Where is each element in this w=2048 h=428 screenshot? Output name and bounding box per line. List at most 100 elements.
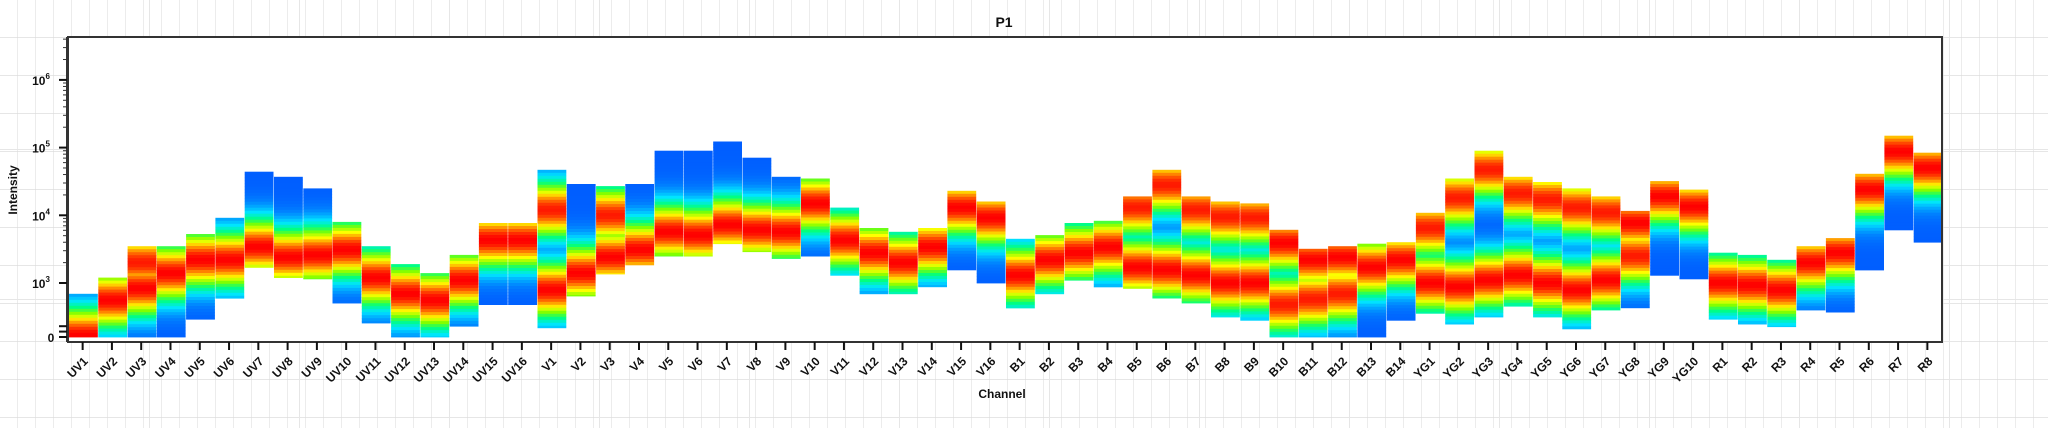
density-cell [859, 267, 889, 271]
density-cell [888, 291, 918, 295]
density-cell [742, 232, 772, 237]
density-cell [1562, 248, 1592, 252]
density-cell [742, 178, 772, 183]
density-cell [1152, 280, 1182, 285]
density-cell [1708, 300, 1738, 305]
density-cell [1445, 229, 1474, 233]
density-cell [683, 168, 713, 173]
density-cell [1123, 223, 1152, 227]
density-cell [596, 261, 625, 265]
density-cell [1533, 188, 1562, 192]
density-cell [1796, 261, 1826, 265]
density-cell [1855, 227, 1884, 232]
density-cell [1474, 216, 1504, 221]
density-cell [1269, 283, 1299, 288]
density-cell [127, 312, 157, 316]
density-cell [420, 273, 450, 277]
density-cell [156, 327, 186, 331]
density-cell [1591, 289, 1621, 293]
density-cell [391, 324, 420, 328]
density-column-UV9 [303, 188, 333, 280]
density-cell [830, 228, 860, 232]
density-cell [683, 228, 713, 233]
density-cell [361, 258, 391, 262]
density-cell [274, 212, 303, 217]
density-cell [1884, 219, 1914, 224]
density-cell [1152, 253, 1182, 258]
density-cell [771, 215, 801, 220]
density-cell [537, 247, 567, 252]
density-cell [186, 273, 215, 277]
density-cell [1708, 303, 1738, 308]
density-cell [1474, 156, 1504, 161]
density-cell [1738, 302, 1767, 307]
density-cell [1708, 279, 1738, 284]
density-cell [713, 192, 742, 196]
density-cell [976, 279, 1006, 283]
density-cell [1006, 301, 1035, 306]
density-cell [1181, 268, 1211, 272]
density-cell [391, 294, 420, 298]
density-cell [1562, 257, 1592, 261]
density-cell [1620, 240, 1650, 245]
density-cell [1445, 304, 1474, 308]
density-cell [127, 306, 157, 310]
density-cell [683, 231, 713, 236]
density-cell [537, 307, 567, 312]
density-cell [801, 244, 830, 248]
density-cell [1152, 289, 1182, 294]
density-cell [713, 174, 742, 178]
density-cell [1211, 261, 1240, 265]
density-cell [1708, 297, 1738, 302]
density-cell [1767, 316, 1797, 321]
density-cell [1679, 204, 1709, 208]
y-tick-exponent: 4 [45, 207, 50, 216]
density-cell [1913, 215, 1943, 220]
density-cell [1533, 308, 1562, 312]
density-cell [361, 291, 391, 295]
density-cell [1913, 227, 1943, 232]
density-cell [947, 268, 977, 271]
density-cell [1474, 246, 1504, 251]
density-cell [537, 313, 567, 318]
density-cell [683, 165, 713, 170]
density-cell [713, 186, 742, 190]
density-cell [1474, 180, 1504, 185]
density-cell [742, 181, 772, 186]
density-cell [1269, 262, 1299, 267]
density-cell [1269, 292, 1299, 297]
density-cell [1913, 182, 1943, 187]
density-cell [361, 282, 391, 286]
density-cell [1152, 175, 1182, 180]
density-cell [361, 276, 391, 280]
density-cell [1269, 250, 1299, 255]
density-cell [1181, 202, 1211, 206]
density-cell [1240, 269, 1270, 273]
density-cell [596, 252, 625, 256]
density-cell [1533, 182, 1562, 186]
density-cell [478, 268, 508, 272]
density-cell [1738, 269, 1767, 274]
density-cell [1533, 233, 1562, 237]
density-cell [1328, 264, 1357, 268]
density-cell [274, 185, 303, 190]
density-cell [1796, 276, 1826, 280]
density-cell [1825, 286, 1855, 290]
density-cell [1825, 307, 1855, 311]
density-cell [596, 225, 625, 229]
x-tick-label: YG8 [1616, 354, 1643, 381]
density-cell [244, 228, 274, 233]
density-cell [1708, 318, 1738, 320]
density-cell [654, 204, 684, 209]
density-column-R8 [1913, 152, 1943, 243]
density-cell [508, 304, 537, 305]
density-cell [1884, 141, 1914, 146]
density-cell [478, 298, 508, 302]
density-cell [1855, 245, 1884, 250]
density-cell [1445, 226, 1474, 230]
density-cell [1445, 211, 1474, 215]
density-cell [1006, 238, 1035, 243]
density-cell [1913, 170, 1943, 175]
density-cell [1533, 287, 1562, 291]
density-cell [1415, 290, 1445, 295]
